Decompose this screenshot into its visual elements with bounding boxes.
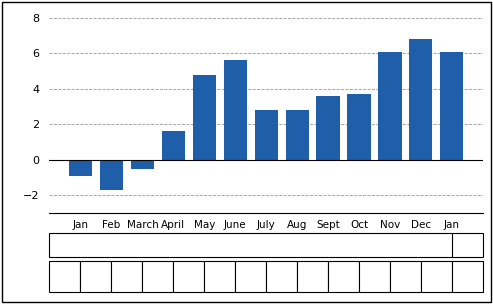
Text: 5,6: 5,6 xyxy=(243,272,258,281)
Text: 3,7: 3,7 xyxy=(367,272,382,281)
Bar xyxy=(69,160,92,176)
Text: -0,9: -0,9 xyxy=(87,272,105,281)
Text: 3,6: 3,6 xyxy=(336,272,351,281)
Text: 6,1: 6,1 xyxy=(460,272,475,281)
Bar xyxy=(131,160,154,168)
Text: 2010: 2010 xyxy=(252,240,281,250)
Text: 1,6: 1,6 xyxy=(181,272,196,281)
Text: -0,5: -0,5 xyxy=(148,272,167,281)
Bar xyxy=(317,96,340,160)
Bar xyxy=(348,94,371,160)
Bar xyxy=(409,39,432,160)
Bar xyxy=(162,131,185,160)
Text: 2,8: 2,8 xyxy=(305,272,320,281)
Bar xyxy=(193,75,216,160)
Bar xyxy=(440,52,463,160)
Text: 4,8: 4,8 xyxy=(212,272,227,281)
Text: 6,8: 6,8 xyxy=(429,272,444,281)
Bar xyxy=(254,110,278,160)
Text: 2,8: 2,8 xyxy=(274,272,289,281)
Text: -1,7: -1,7 xyxy=(118,272,136,281)
Text: 6,1: 6,1 xyxy=(398,272,413,281)
Bar xyxy=(224,60,247,160)
Text: 2011: 2011 xyxy=(454,240,482,250)
Bar xyxy=(285,110,309,160)
Bar xyxy=(378,52,402,160)
Bar xyxy=(100,160,123,190)
Text: %: % xyxy=(60,272,70,281)
